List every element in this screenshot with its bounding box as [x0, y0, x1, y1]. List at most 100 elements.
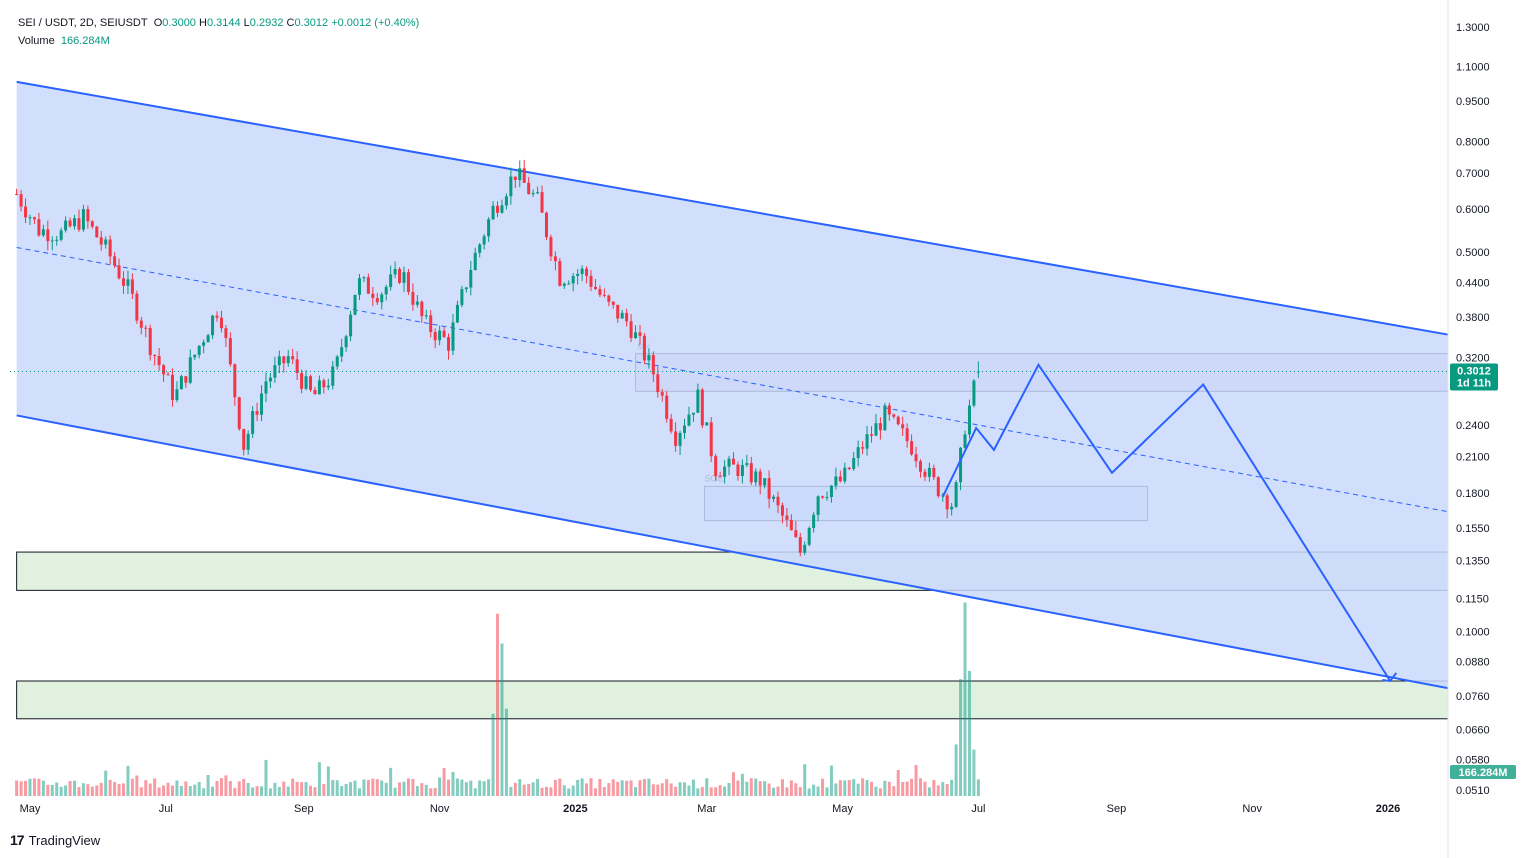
volume-bar	[77, 787, 81, 796]
x-tick-label: Mar	[697, 803, 716, 815]
volume-bar	[927, 787, 931, 796]
y-tick-label: 0.2100	[1456, 452, 1490, 464]
candle-body	[50, 240, 54, 242]
candle-body	[527, 182, 531, 195]
volume-bar	[433, 788, 437, 796]
volume-bar	[803, 764, 807, 796]
volume-bar	[522, 784, 526, 796]
candle-body	[86, 209, 90, 222]
candle-body	[193, 354, 197, 358]
volume-bar	[464, 782, 468, 796]
volume-bar	[580, 778, 584, 796]
volume-bar	[496, 613, 500, 796]
volume-bar	[406, 778, 410, 796]
price-badge	[1450, 363, 1498, 391]
y-tick-label: 0.0510	[1456, 785, 1490, 797]
volume-bar	[642, 778, 646, 796]
volume-bar	[242, 778, 246, 796]
candle-body	[424, 315, 428, 317]
tradingview-brand[interactable]: 17 TradingView	[10, 832, 100, 848]
x-tick-label: Nov	[1242, 803, 1262, 815]
volume-bar	[215, 780, 219, 796]
candle-body	[883, 405, 887, 431]
candle-body	[362, 277, 366, 279]
volume-bar	[326, 766, 330, 796]
candle-body	[852, 458, 856, 469]
volume-bar	[540, 787, 544, 796]
volume-bar	[700, 786, 704, 796]
candle-body	[927, 467, 931, 477]
volume-bar	[634, 787, 638, 796]
candle-body	[353, 294, 357, 315]
candle-body	[197, 345, 201, 355]
volume-bar	[807, 788, 811, 796]
candle-body	[491, 205, 495, 220]
candle-body	[237, 397, 241, 429]
channel-lower-line	[16, 414, 1458, 691]
candle-body	[567, 283, 571, 285]
volume-bar	[878, 788, 882, 796]
candle-body	[255, 411, 259, 415]
volume-bar	[976, 779, 980, 796]
volume-bar	[829, 765, 833, 796]
volume-bar	[357, 788, 361, 796]
candle-body	[959, 447, 963, 483]
candle-body	[215, 315, 219, 318]
candle-body	[429, 315, 433, 333]
candle-body	[678, 432, 682, 446]
volume-bar	[122, 783, 126, 796]
candle-body	[780, 505, 784, 516]
volume-bar	[469, 780, 473, 796]
candle-body	[553, 256, 557, 262]
volume-bar	[170, 785, 174, 796]
candle-body	[460, 289, 464, 305]
candle-body	[335, 356, 339, 367]
volume-bar	[447, 779, 451, 796]
y-tick-label: 0.1150	[1456, 593, 1489, 605]
volume-bar	[518, 779, 522, 796]
candle-body	[803, 544, 807, 553]
volume-bar	[233, 787, 237, 796]
candle-body	[794, 530, 798, 538]
y-tick-label: 0.8000	[1456, 136, 1490, 148]
candle-body	[589, 275, 593, 287]
brand-name: TradingView	[28, 832, 101, 848]
volume-bar	[255, 786, 259, 796]
volume-bar	[487, 779, 491, 796]
candle-body	[807, 527, 811, 545]
symbol-header: SEI / USDT, 2D, SEIUSDT O0.3000 H0.3144 …	[18, 17, 420, 29]
volume-bar	[322, 783, 326, 796]
volume-bar	[268, 788, 272, 796]
candle-body	[936, 477, 940, 497]
volume-bar	[59, 786, 63, 796]
volume-bar	[798, 787, 802, 796]
candle-body	[861, 447, 865, 449]
volume-bar	[562, 785, 566, 796]
candle-body	[451, 322, 455, 351]
volume-bar	[660, 783, 664, 796]
volume-bar	[932, 779, 936, 796]
candle-body	[344, 336, 348, 348]
candle-body	[918, 461, 922, 472]
volume-bar	[816, 786, 820, 796]
candle-body	[309, 376, 313, 390]
candle-body	[789, 519, 793, 531]
candle-body	[874, 423, 878, 436]
volume-bar	[81, 783, 85, 796]
volume-bar	[772, 787, 776, 796]
volume-bar	[941, 782, 945, 796]
volume-bar	[789, 780, 793, 796]
candle-body	[549, 237, 553, 257]
candle-body	[90, 221, 94, 227]
volume-bar	[567, 788, 571, 796]
candle-body	[322, 380, 326, 388]
volume-bar	[157, 787, 161, 796]
candle-body	[282, 356, 286, 364]
candle-body	[847, 467, 851, 469]
volume-bar	[513, 782, 517, 796]
volume-bar	[286, 786, 290, 796]
projection-layer	[941, 362, 1398, 683]
y-tick-label: 0.1350	[1456, 556, 1490, 568]
